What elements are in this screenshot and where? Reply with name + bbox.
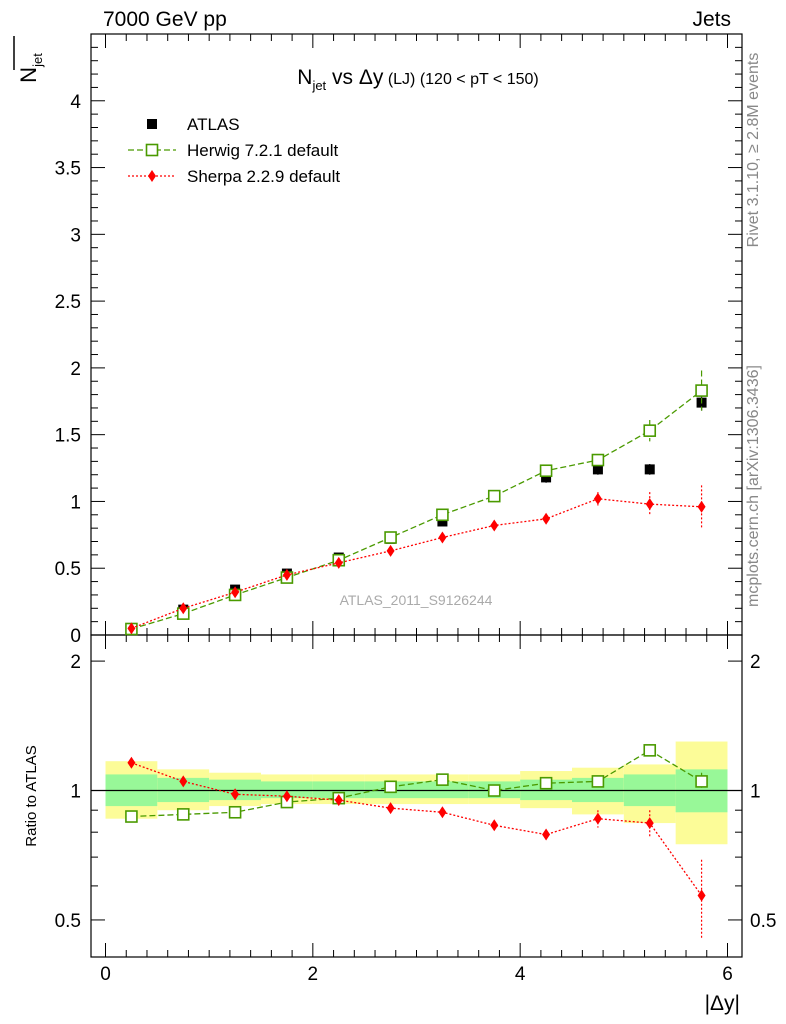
point-main-2 xyxy=(593,492,602,505)
point-main-2 xyxy=(127,622,136,635)
series-line-ratio-1 xyxy=(131,749,702,818)
legend-label: Sherpa 2.2.9 default xyxy=(187,167,340,186)
point-main-1 xyxy=(539,464,553,478)
legend-label: ATLAS xyxy=(187,115,240,134)
legend-marker xyxy=(145,143,159,157)
point-main-2 xyxy=(282,568,291,581)
point-main-0 xyxy=(592,464,603,475)
point-main-2 xyxy=(179,602,188,615)
chart-title: Njet vs Δy (LJ) (120 < pT < 150) xyxy=(297,66,538,93)
ratio-ytick-label: 0.5 xyxy=(55,911,81,932)
ratio-ytick-label-right: 1 xyxy=(750,782,761,803)
xtick-label: 2 xyxy=(308,964,319,985)
point-ratio-1 xyxy=(176,808,190,821)
legend-label: Herwig 7.2.1 default xyxy=(187,141,338,160)
main-ylabel: Njet xyxy=(16,53,45,83)
main-ylabel-sub: jet xyxy=(30,53,45,68)
point-main-0 xyxy=(541,472,552,483)
main-ytick-label: 0 xyxy=(70,626,81,647)
chart-title-part: jet xyxy=(311,78,326,93)
point-ratio-2 xyxy=(386,802,395,815)
point-ratio-1 xyxy=(436,773,449,786)
xlabel: |Δy| xyxy=(705,992,740,1015)
point-ratio-1 xyxy=(487,784,501,797)
point-main-2 xyxy=(334,556,343,569)
point-main-2 xyxy=(542,512,551,525)
point-ratio-2 xyxy=(697,889,706,902)
point-ratio-1 xyxy=(643,744,657,757)
point-main-1 xyxy=(487,489,501,503)
point-main-1 xyxy=(436,508,449,522)
point-main-2 xyxy=(438,531,447,544)
point-ratio-1 xyxy=(125,810,138,823)
header-left: 7000 GeV pp xyxy=(103,8,227,31)
xtick-label: 6 xyxy=(722,964,733,985)
ratio-stat-band xyxy=(261,781,313,799)
point-main-0 xyxy=(644,464,655,475)
point-ratio-2 xyxy=(334,794,343,807)
point-ratio-2 xyxy=(231,788,240,801)
point-main-2 xyxy=(645,498,654,511)
point-ratio-2 xyxy=(593,812,602,825)
chart-title-part: (120 < pT < 150) xyxy=(415,71,538,88)
ratio-ytick-label: 1 xyxy=(70,782,81,803)
main-ytick-label: 1 xyxy=(70,492,81,513)
main-ytick-label: 4 xyxy=(70,92,81,113)
main-ytick-label: 0.5 xyxy=(55,559,81,580)
point-ratio-2 xyxy=(490,819,499,832)
point-ratio-1 xyxy=(228,805,242,819)
point-ratio-1 xyxy=(539,776,553,790)
point-ratio-2 xyxy=(127,756,136,769)
main-ytick-label: 3 xyxy=(70,225,81,246)
ratio-ytick-label-right: 2 xyxy=(750,652,761,673)
point-main-2 xyxy=(231,586,240,599)
point-main-1 xyxy=(591,453,605,467)
main-ytick-label: 2 xyxy=(70,359,81,380)
point-ratio-1 xyxy=(591,775,605,788)
analysis-watermark: ATLAS_2011_S9126244 xyxy=(340,592,493,608)
point-main-2 xyxy=(490,519,499,532)
point-ratio-1 xyxy=(695,775,708,788)
chart-title-part: (LJ) xyxy=(383,71,415,88)
header-right: Jets xyxy=(692,8,731,31)
point-main-2 xyxy=(386,544,395,557)
main-ylabel-n: N xyxy=(16,67,41,83)
legend-marker xyxy=(148,170,156,182)
ratio-stat-band xyxy=(416,781,469,799)
xtick-label: 4 xyxy=(515,964,526,985)
point-main-1 xyxy=(695,384,708,397)
point-main-1 xyxy=(384,531,397,544)
xtick-label: 0 xyxy=(100,964,111,985)
point-ratio-2 xyxy=(645,817,654,830)
point-main-2 xyxy=(697,500,706,513)
point-ratio-1 xyxy=(384,780,397,794)
point-ratio-2 xyxy=(438,806,447,819)
main-ytick-label: 3.5 xyxy=(55,159,81,180)
series-line-main-1 xyxy=(131,390,702,630)
chart-title-part: N xyxy=(297,66,312,89)
ratio-ylabel: Ratio to ATLAS xyxy=(23,745,40,846)
main-ytick-label: 1.5 xyxy=(55,426,81,447)
series-line-ratio-2 xyxy=(131,762,703,896)
point-ratio-2 xyxy=(179,775,188,788)
chart-title-part: vs Δy xyxy=(326,66,384,89)
point-main-0 xyxy=(437,516,448,527)
ratio-stat-band xyxy=(312,781,365,799)
point-main-1 xyxy=(643,424,657,437)
ratio-ytick-label-right: 0.5 xyxy=(750,911,776,932)
point-ratio-2 xyxy=(282,790,291,803)
ratio-ytick-label: 2 xyxy=(70,652,81,673)
series-line-main-2 xyxy=(131,498,702,629)
legend-marker xyxy=(147,119,157,129)
point-ratio-2 xyxy=(542,828,551,841)
main-ytick-label: 2.5 xyxy=(55,292,81,313)
